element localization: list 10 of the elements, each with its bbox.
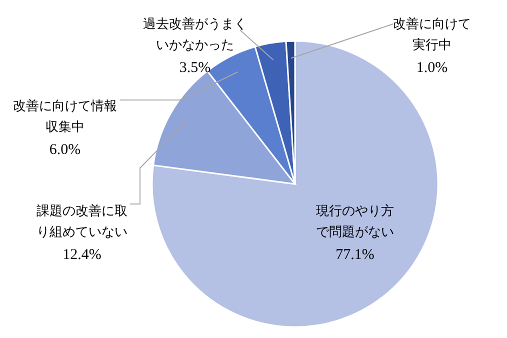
data-label: 12.4% (62, 247, 102, 263)
data-label: 77.1% (336, 247, 374, 263)
slice-label: 改善に向けて実行中 (393, 16, 471, 53)
data-label: 6.0% (49, 142, 81, 158)
slice-label: 改善に向けて情報収集中 (13, 98, 117, 135)
data-label: 3.5% (179, 60, 211, 76)
slice-label: 現行のやり方で問題がない (316, 203, 394, 240)
data-label: 1.0% (416, 60, 448, 76)
slice-label: 過去改善がうまくいかなかった (143, 16, 247, 53)
slice-label: 課題の改善に取り組めていない (36, 203, 128, 240)
